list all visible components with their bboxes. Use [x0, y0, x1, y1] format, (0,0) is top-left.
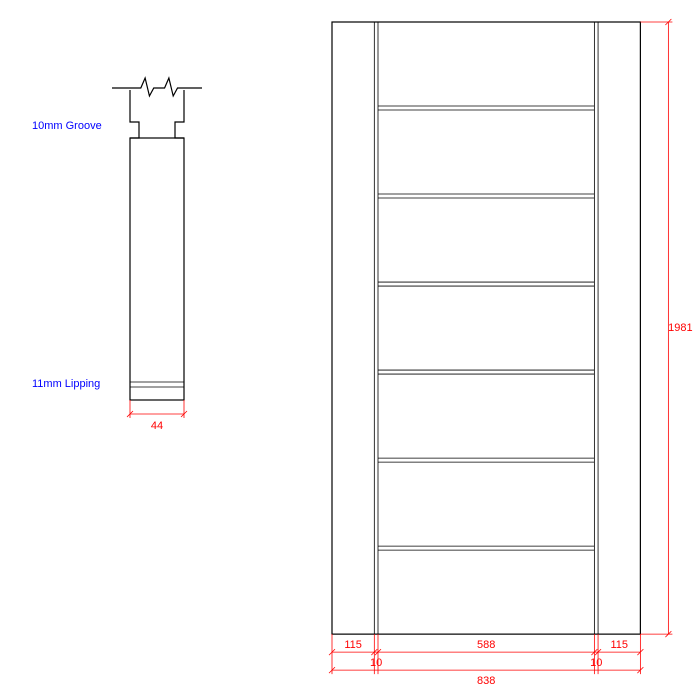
dim-groove-right: 10 — [590, 657, 602, 669]
dim-total-width: 838 — [477, 675, 495, 687]
dim-stile-right: 115 — [610, 639, 628, 651]
dim-section-width: 44 — [151, 420, 163, 432]
annot-lipping: 11mm Lipping — [32, 378, 100, 390]
dim-height: 1981 — [668, 322, 692, 334]
dim-center: 588 — [477, 639, 495, 651]
dim-groove-left: 10 — [370, 657, 382, 669]
annot-groove: 10mm Groove — [32, 120, 102, 132]
dim-stile-left: 115 — [344, 639, 362, 651]
